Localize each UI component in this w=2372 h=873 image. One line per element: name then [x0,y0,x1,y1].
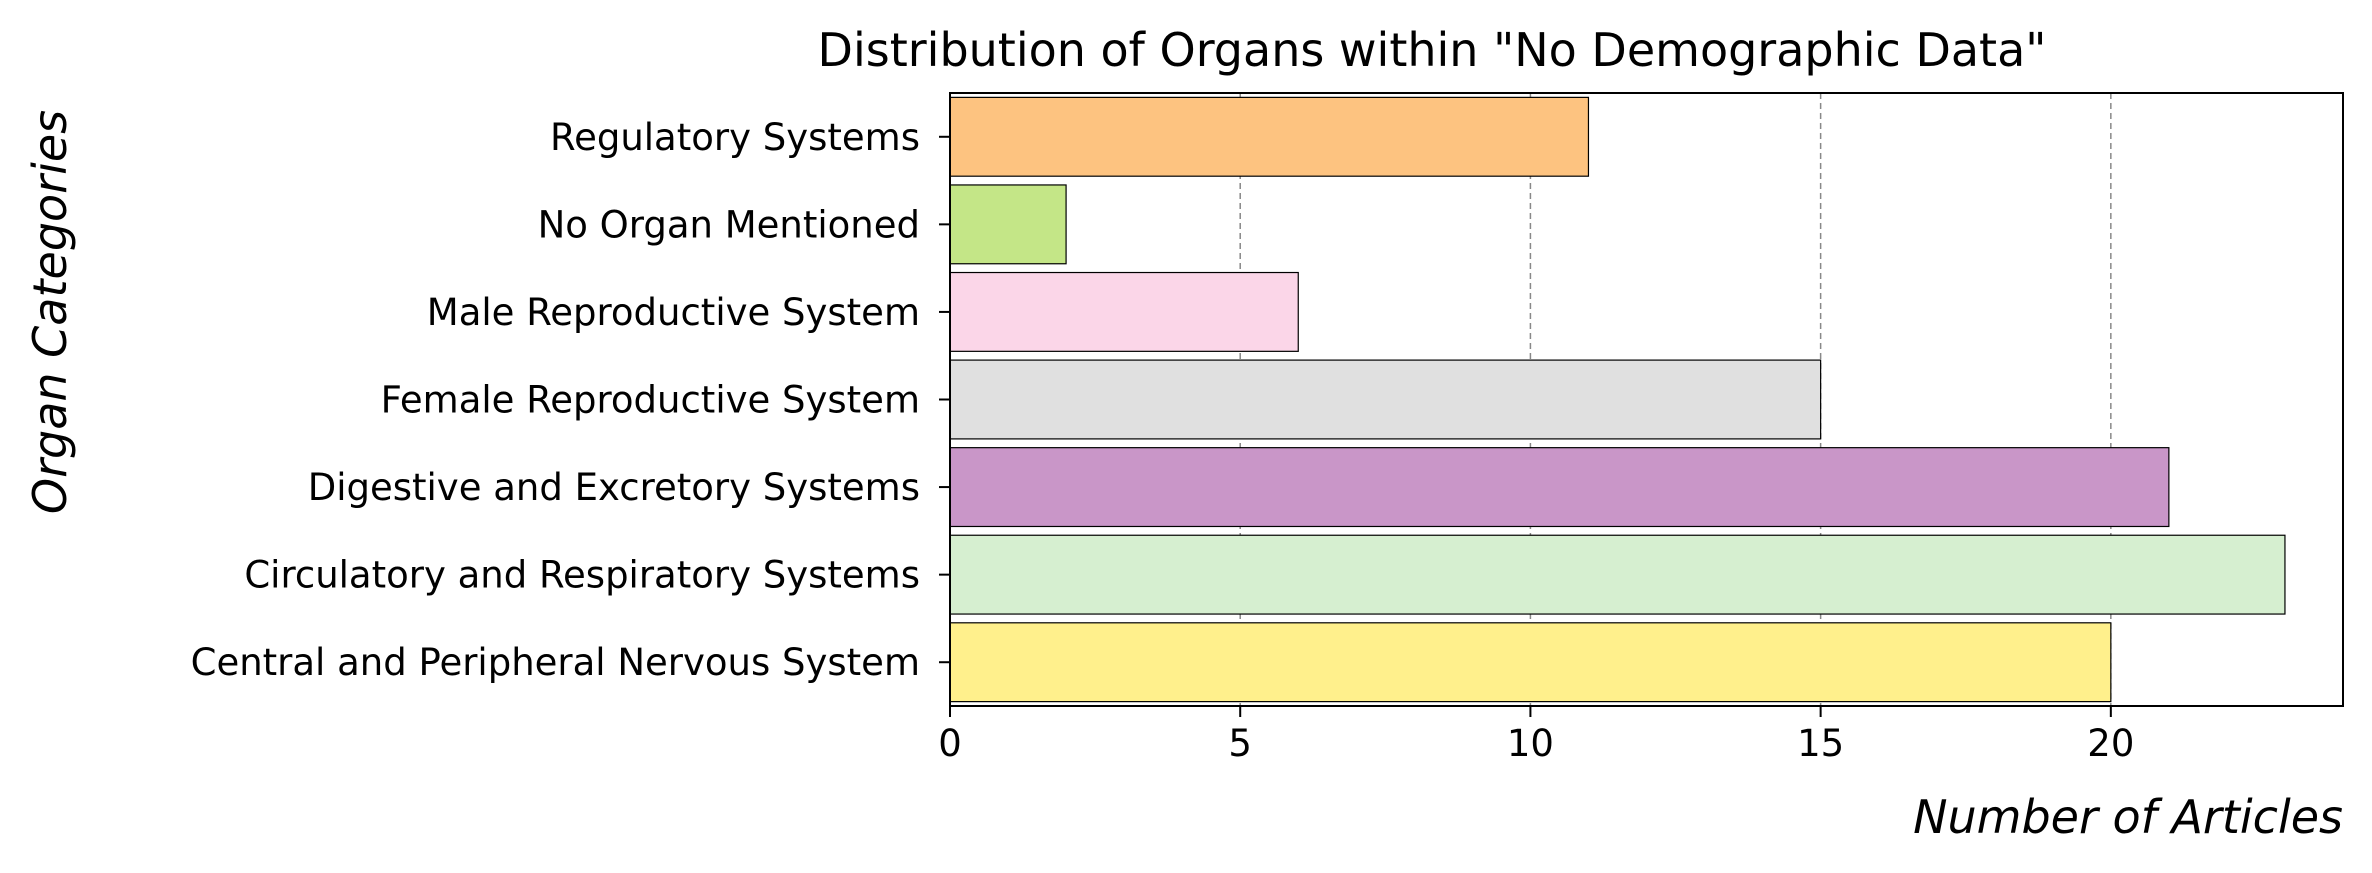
y-tick-label: Female Reproductive System [381,379,920,422]
x-tick-label: 20 [2087,722,2134,765]
bar [949,534,2286,615]
x-tick-label: 15 [1797,722,1844,765]
y-tick-label: Regulatory Systems [550,116,920,159]
bar [949,359,1822,440]
y-tick-label: Digestive and Excretory Systems [308,466,920,509]
x-tick-label: 5 [1228,722,1252,765]
bar [949,184,1067,265]
y-tick-label: No Organ Mentioned [538,203,920,246]
bar [949,622,2112,703]
bar [949,96,1590,177]
y-tick-label: Male Reproductive System [427,291,920,334]
y-axis-label: Organ Categories [23,110,77,514]
x-tick-label: 10 [1507,722,1554,765]
x-axis-label: Number of Articles [1913,790,2343,844]
y-tick-label: Circulatory and Respiratory Systems [244,554,920,597]
x-tick-label: 0 [938,722,962,765]
bar [949,447,2170,528]
chart-title: Distribution of Organs within "No Demogr… [818,23,2047,77]
y-tick-label: Central and Peripheral Nervous System [191,641,920,684]
x-axis-ticks: 0 5 10 15 20 [938,706,2134,765]
bar [949,271,1299,352]
y-axis-ticks: Central and Peripheral Nervous System Cir… [191,116,950,684]
bars [949,96,2286,703]
